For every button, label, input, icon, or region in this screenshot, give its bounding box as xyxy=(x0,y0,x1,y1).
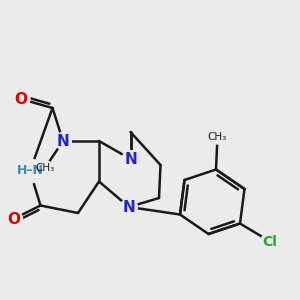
Text: CH₃: CH₃ xyxy=(208,131,227,142)
Circle shape xyxy=(121,199,137,215)
Circle shape xyxy=(4,210,22,228)
Circle shape xyxy=(122,151,139,167)
Text: N: N xyxy=(57,134,69,148)
Text: O: O xyxy=(14,92,28,106)
Circle shape xyxy=(261,232,279,250)
Text: N: N xyxy=(124,152,137,166)
Circle shape xyxy=(12,90,30,108)
Circle shape xyxy=(18,159,42,183)
Text: CH₃: CH₃ xyxy=(35,163,55,173)
Circle shape xyxy=(55,133,71,149)
Text: H–N: H–N xyxy=(16,164,44,178)
Text: N: N xyxy=(123,200,135,214)
Text: O: O xyxy=(7,212,20,226)
Circle shape xyxy=(210,129,225,144)
Text: Cl: Cl xyxy=(262,235,278,248)
Circle shape xyxy=(38,160,52,175)
